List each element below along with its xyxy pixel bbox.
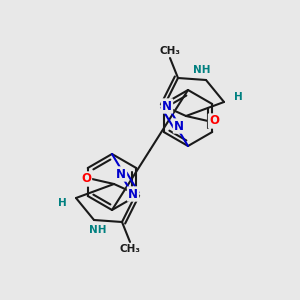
Text: O: O (209, 115, 219, 128)
Text: CH₃: CH₃ (160, 46, 181, 56)
Text: N: N (162, 100, 172, 112)
Text: N: N (128, 188, 138, 200)
Text: CH₃: CH₃ (119, 244, 140, 254)
Text: O: O (81, 172, 91, 185)
Text: H: H (234, 92, 242, 102)
Text: NH: NH (89, 225, 107, 235)
Text: N: N (116, 167, 126, 181)
Text: N: N (174, 119, 184, 133)
Text: H: H (58, 198, 66, 208)
Text: NH: NH (193, 65, 211, 75)
